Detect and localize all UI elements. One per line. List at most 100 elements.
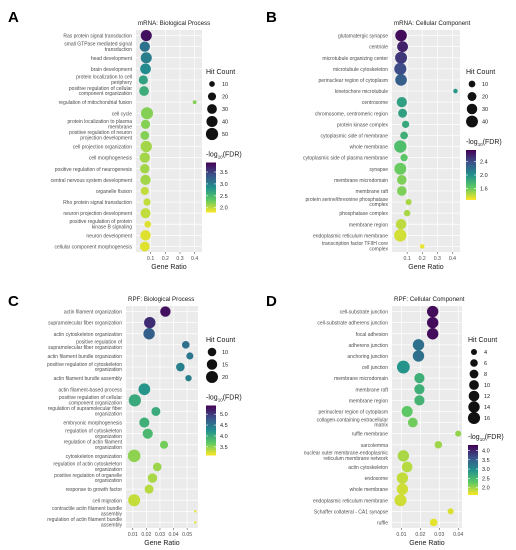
panel-title: RPF: Biological Process bbox=[128, 296, 194, 303]
y-tick-label: neuron development bbox=[86, 233, 132, 239]
data-point bbox=[147, 473, 158, 483]
size-legend-symbol bbox=[467, 92, 477, 101]
y-tick-label: head development bbox=[91, 56, 133, 62]
y-tick-label: positive regulation of protein kinase B s… bbox=[69, 219, 132, 230]
color-bar-label: 3.5 bbox=[220, 445, 228, 451]
y-tick-label: cell migration bbox=[93, 498, 123, 504]
data-point bbox=[394, 229, 407, 242]
data-point bbox=[140, 131, 150, 140]
data-point bbox=[400, 131, 408, 140]
x-tick-label: 0.01 bbox=[396, 532, 406, 538]
y-tick-label: regulation of actin cytoskeleton organiza… bbox=[53, 462, 122, 473]
y-tick-label: collagen-containing extracellular matrix bbox=[317, 417, 389, 428]
data-point bbox=[396, 483, 409, 495]
y-tick-label: cytoplasmic side of plasma membrane bbox=[303, 156, 388, 162]
data-point bbox=[138, 75, 148, 85]
data-point bbox=[403, 209, 411, 217]
color-bar bbox=[206, 162, 216, 213]
y-tick-label: synapse bbox=[369, 167, 388, 173]
color-bar-label: 2.4 bbox=[480, 160, 488, 166]
size-legend-symbol bbox=[467, 411, 481, 425]
y-tick-label: glutamatergic synapse bbox=[338, 34, 388, 40]
y-tick-label: membrane raft bbox=[355, 387, 388, 393]
y-tick-label: perinuclear region of cytoplasm bbox=[319, 409, 388, 415]
data-point bbox=[426, 328, 439, 340]
y-tick-label: embryonic morphogenesis bbox=[63, 421, 122, 427]
size-legend-title: Hit Count bbox=[466, 69, 495, 76]
size-legend-label: 10 bbox=[222, 82, 228, 88]
x-tick-label: 0.3 bbox=[176, 256, 183, 262]
data-point bbox=[394, 62, 407, 75]
y-tick-label: actin filament organization bbox=[64, 310, 122, 316]
size-legend-label: 14 bbox=[484, 405, 490, 411]
data-point bbox=[395, 218, 407, 230]
y-tick-label: actin cytoskeleton bbox=[348, 465, 388, 471]
panel-letter: B bbox=[266, 9, 277, 26]
data-point bbox=[397, 450, 410, 462]
x-tick-label: 0.02 bbox=[141, 532, 151, 538]
x-tick-label: 0.01 bbox=[128, 532, 138, 538]
data-point bbox=[140, 174, 151, 186]
size-legend-label: 40 bbox=[482, 120, 488, 126]
y-tick-label: endosome bbox=[365, 476, 389, 482]
x-tick-label: 0.03 bbox=[155, 532, 165, 538]
data-point bbox=[447, 508, 454, 515]
data-point bbox=[414, 384, 425, 395]
data-point bbox=[397, 41, 408, 53]
y-tick-label: transcription factor TFIIH core complex bbox=[322, 241, 389, 252]
y-tick-label: positive regulation of cellular component… bbox=[59, 395, 122, 406]
size-legend-label: 6 bbox=[484, 361, 487, 367]
data-point bbox=[398, 108, 408, 118]
data-point bbox=[194, 510, 197, 513]
data-point bbox=[144, 316, 156, 329]
panel-letter: A bbox=[8, 9, 19, 26]
data-point bbox=[396, 472, 409, 484]
data-point bbox=[194, 521, 197, 524]
size-legend-label: 20 bbox=[482, 95, 488, 101]
data-point bbox=[140, 230, 151, 241]
data-point bbox=[159, 440, 169, 449]
data-point bbox=[140, 30, 152, 42]
data-point bbox=[405, 198, 412, 206]
size-legend-label: 30 bbox=[482, 107, 488, 113]
x-tick-label: 0.03 bbox=[434, 532, 444, 538]
panel-d: D RPF: Cellular Component cell-substrate j… bbox=[266, 293, 504, 547]
data-point bbox=[396, 97, 407, 108]
y-tick-label: centriole bbox=[369, 45, 388, 51]
data-point bbox=[407, 417, 418, 428]
y-tick-label: neuron projection development bbox=[63, 211, 132, 217]
y-tick-label: positive regulation of neurogenesis bbox=[55, 167, 133, 173]
color-legend-title: -log10(FDR) bbox=[466, 139, 502, 147]
x-tick-label: 0.04 bbox=[453, 532, 463, 538]
y-tick-label: small GTPase mediated signal transduction bbox=[64, 41, 132, 52]
panel-title: mRNA: Cellular Component bbox=[394, 20, 471, 27]
y-tick-label: actin filament-based process bbox=[58, 387, 122, 393]
size-legend-label: 30 bbox=[222, 107, 228, 113]
data-point bbox=[181, 341, 190, 349]
size-legend-label: 8 bbox=[484, 372, 487, 378]
color-bar bbox=[466, 150, 476, 200]
x-tick-label: 0.4 bbox=[191, 256, 198, 262]
size-legend-label: 20 bbox=[222, 95, 228, 101]
data-point bbox=[397, 175, 407, 185]
data-point bbox=[429, 518, 438, 527]
data-point bbox=[412, 339, 425, 351]
size-legend-symbol bbox=[207, 92, 217, 101]
y-tick-label: actin cytoskeleton organization bbox=[54, 332, 123, 338]
y-tick-label: contractile actin filament bundle assembl… bbox=[52, 506, 123, 517]
data-point bbox=[394, 162, 407, 175]
y-tick-label: ruffle bbox=[377, 520, 388, 526]
data-point bbox=[160, 306, 171, 317]
data-point bbox=[140, 107, 154, 120]
y-tick-label: cell projection organization bbox=[73, 145, 132, 151]
y-tick-label: nuclear outer membrane-endoplasmic reticu… bbox=[304, 451, 389, 462]
data-point bbox=[143, 198, 151, 206]
x-tick-label: 0.2 bbox=[162, 256, 169, 262]
data-point bbox=[453, 88, 458, 94]
color-bar bbox=[468, 445, 478, 495]
y-tick-label: regulation of supramolecular fiber organi… bbox=[48, 406, 123, 417]
x-axis-label: Gene Ratio bbox=[151, 264, 187, 271]
